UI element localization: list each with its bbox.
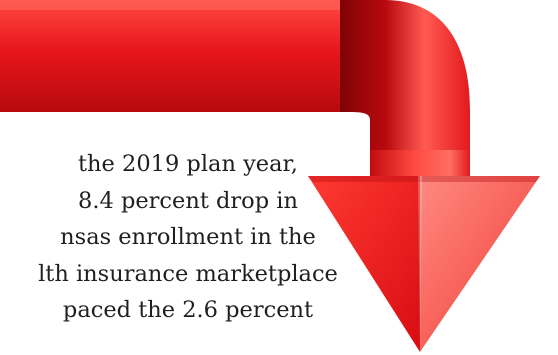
arrow-head-ridge	[418, 176, 422, 352]
arrow-bar	[0, 0, 345, 112]
caption-text: the 2019 plan year, 8.4 percent drop in …	[0, 146, 398, 329]
arrow-bar-highlight	[0, 0, 345, 10]
arrow-head-left	[308, 176, 420, 352]
caption-line: the 2019 plan year,	[78, 151, 298, 177]
arrow-bend	[340, 0, 470, 180]
arrow-head-edge	[308, 176, 540, 182]
arrow-head-right	[420, 176, 540, 352]
caption-line: nsas enrollment in the	[60, 224, 316, 250]
caption-line: lth insurance marketplace	[38, 260, 338, 287]
caption-line: paced the 2.6 percent	[62, 297, 314, 323]
caption-line: 8.4 percent drop in	[78, 187, 298, 214]
